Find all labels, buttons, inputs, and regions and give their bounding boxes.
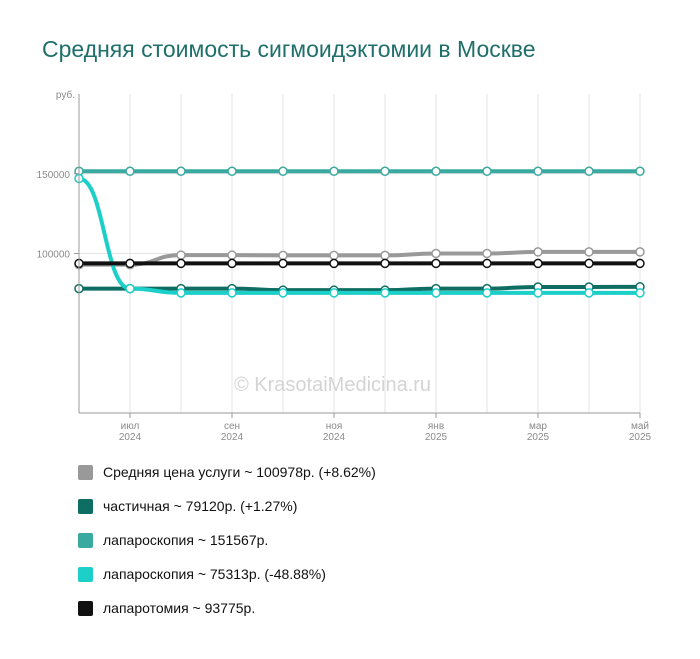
data-point[interactable] [584, 166, 594, 177]
x-tick-label: сен 2024 [221, 421, 244, 443]
data-point[interactable] [329, 288, 339, 298]
data-point[interactable] [176, 166, 186, 177]
data-point[interactable] [278, 250, 288, 261]
data-point[interactable] [431, 288, 441, 298]
data-point[interactable] [227, 250, 237, 260]
data-point[interactable] [431, 258, 441, 269]
data-point[interactable] [125, 283, 135, 294]
data-point[interactable] [533, 288, 543, 298]
data-point[interactable] [329, 166, 339, 177]
legend-swatch [78, 567, 93, 582]
data-point[interactable] [227, 288, 237, 298]
legend-label: лапароскопия ~ 151567р. [103, 532, 269, 548]
x-tick-label: мар 2025 [527, 421, 550, 443]
data-point[interactable] [482, 288, 492, 298]
data-point[interactable] [533, 258, 543, 269]
legend: Средняя цена услуги ~ 100978р. (+8.62%) ч… [78, 462, 376, 632]
data-point[interactable] [635, 258, 645, 269]
data-point[interactable] [125, 166, 135, 177]
data-point[interactable] [482, 248, 492, 259]
data-point[interactable] [380, 166, 390, 177]
legend-item[interactable]: лапаротомия ~ 93775р. [78, 598, 376, 632]
data-point[interactable] [584, 247, 594, 257]
data-point[interactable] [533, 166, 543, 177]
legend-item[interactable]: лапароскопия ~ 151567р. [78, 530, 376, 564]
legend-label: лапаротомия ~ 93775р. [103, 600, 256, 616]
data-point[interactable] [278, 166, 288, 177]
data-point[interactable] [482, 258, 492, 269]
data-point[interactable] [227, 258, 237, 269]
data-point[interactable] [380, 258, 390, 269]
data-point[interactable] [584, 288, 594, 298]
legend-item[interactable]: частичная ~ 79120р. (+1.27%) [78, 496, 376, 530]
data-point[interactable] [380, 288, 390, 298]
line-chart: © KrasotaiMedicina.ru руб. 100000 150000 ию… [37, 89, 652, 443]
data-point[interactable] [635, 288, 645, 298]
data-point[interactable] [176, 250, 186, 260]
data-point[interactable] [635, 247, 645, 257]
legend-swatch [78, 533, 93, 548]
data-point[interactable] [176, 288, 186, 298]
series-line-2 [77, 284, 642, 293]
chart-title: Средняя стоимость сигмоидэктомии в Москв… [42, 36, 536, 62]
data-point[interactable] [635, 166, 645, 177]
data-point[interactable] [431, 248, 441, 259]
series-line-4 [77, 176, 642, 295]
legend-item[interactable]: Средняя цена услуги ~ 100978р. (+8.62%) [78, 462, 376, 496]
data-point[interactable] [125, 258, 135, 269]
data-point[interactable] [431, 166, 441, 177]
legend-label: частичная ~ 79120р. (+1.27%) [103, 498, 298, 514]
x-tick-label: май 2025 [629, 421, 652, 443]
legend-swatch [78, 601, 93, 616]
y-tick-label: 150000 [37, 170, 71, 181]
watermark: © KrasotaiMedicina.ru [234, 374, 431, 396]
legend-swatch [78, 465, 93, 480]
data-point[interactable] [227, 166, 237, 177]
legend-label: Средняя цена услуги ~ 100978р. (+8.62%) [103, 464, 376, 480]
data-point[interactable] [278, 288, 288, 298]
data-point[interactable] [176, 258, 186, 269]
legend-item[interactable]: лапароскопия ~ 75313р. (-48.88%) [78, 564, 376, 598]
data-point[interactable] [329, 250, 339, 261]
legend-label: лапароскопия ~ 75313р. (-48.88%) [103, 566, 326, 582]
legend-swatch [78, 499, 93, 514]
x-tick-label: ноя 2024 [323, 421, 346, 443]
data-point[interactable] [278, 258, 288, 269]
data-point[interactable] [533, 247, 543, 257]
data-point[interactable] [329, 258, 339, 269]
data-point[interactable] [482, 166, 492, 177]
y-tick-label: 100000 [37, 250, 71, 261]
data-point[interactable] [380, 250, 390, 261]
x-tick-label: июл 2024 [119, 421, 142, 443]
series-line-1 [77, 249, 642, 267]
y-axis-unit-label: руб. [56, 89, 75, 101]
x-tick-label: янв 2025 [425, 421, 448, 443]
data-point[interactable] [584, 258, 594, 269]
